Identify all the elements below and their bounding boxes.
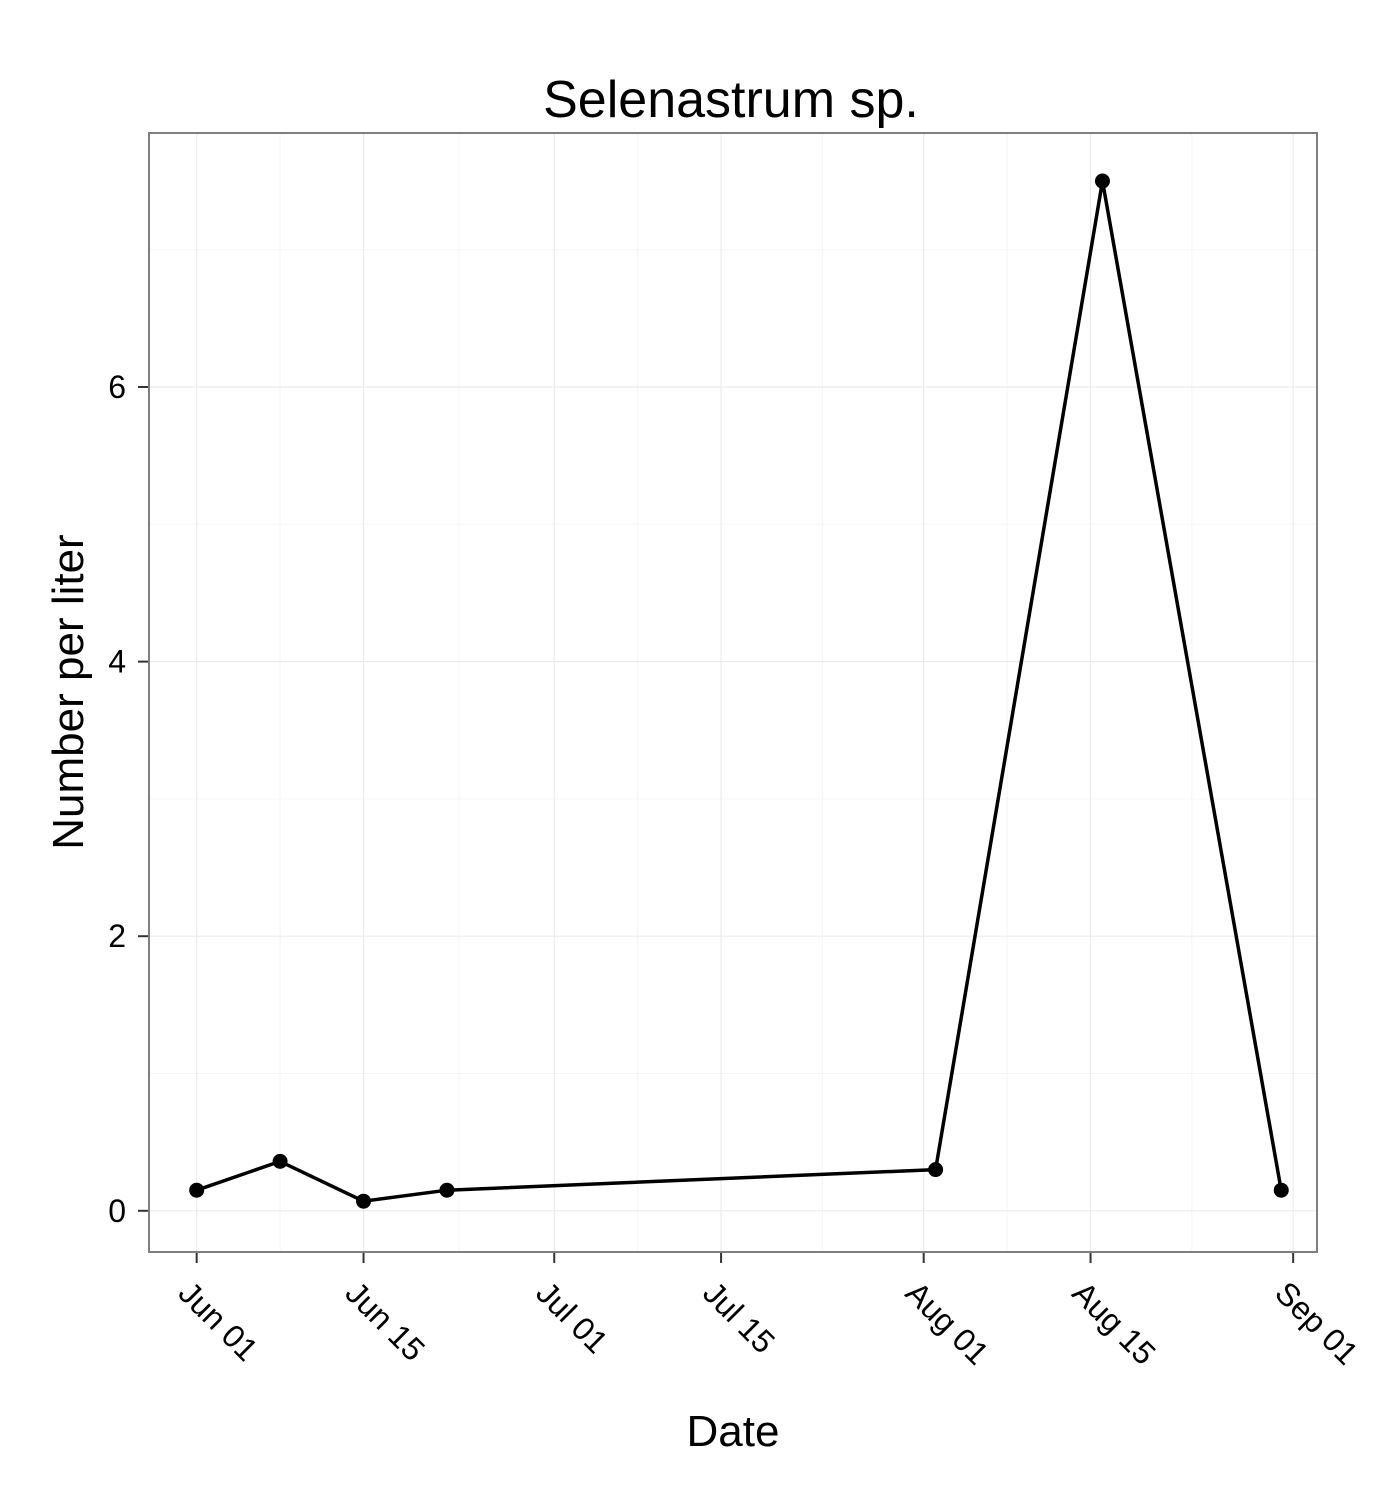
plot-panel-border bbox=[148, 132, 1318, 1253]
y-axis-title: Number per liter bbox=[44, 534, 93, 849]
y-tick-label: 4 bbox=[108, 644, 126, 680]
plot-panel bbox=[148, 132, 1318, 1253]
x-tick-label: Sep 01 bbox=[1268, 1274, 1365, 1371]
data-point bbox=[1094, 173, 1110, 189]
x-tick-label: Jun 15 bbox=[339, 1274, 432, 1367]
x-tick-label: Jul 01 bbox=[529, 1274, 615, 1360]
data-point bbox=[356, 1193, 372, 1209]
y-tick-label: 6 bbox=[108, 369, 126, 405]
y-tick-label: 0 bbox=[108, 1193, 126, 1229]
data-point bbox=[1273, 1182, 1289, 1198]
data-point bbox=[928, 1162, 944, 1178]
data-point bbox=[272, 1153, 288, 1169]
chart-title: Selenastrum sp. bbox=[543, 71, 919, 129]
x-axis-title: Date bbox=[687, 1407, 780, 1456]
grid bbox=[149, 133, 1317, 1252]
x-tick-label: Aug 15 bbox=[1066, 1274, 1163, 1371]
data-series bbox=[189, 173, 1289, 1209]
y-tick-label: 2 bbox=[108, 918, 126, 954]
x-tick-label: Jul 15 bbox=[696, 1274, 782, 1360]
x-tick-label: Aug 01 bbox=[899, 1274, 996, 1371]
x-tick-label: Jun 01 bbox=[172, 1274, 265, 1367]
data-point bbox=[189, 1182, 205, 1198]
data-point bbox=[439, 1182, 455, 1198]
